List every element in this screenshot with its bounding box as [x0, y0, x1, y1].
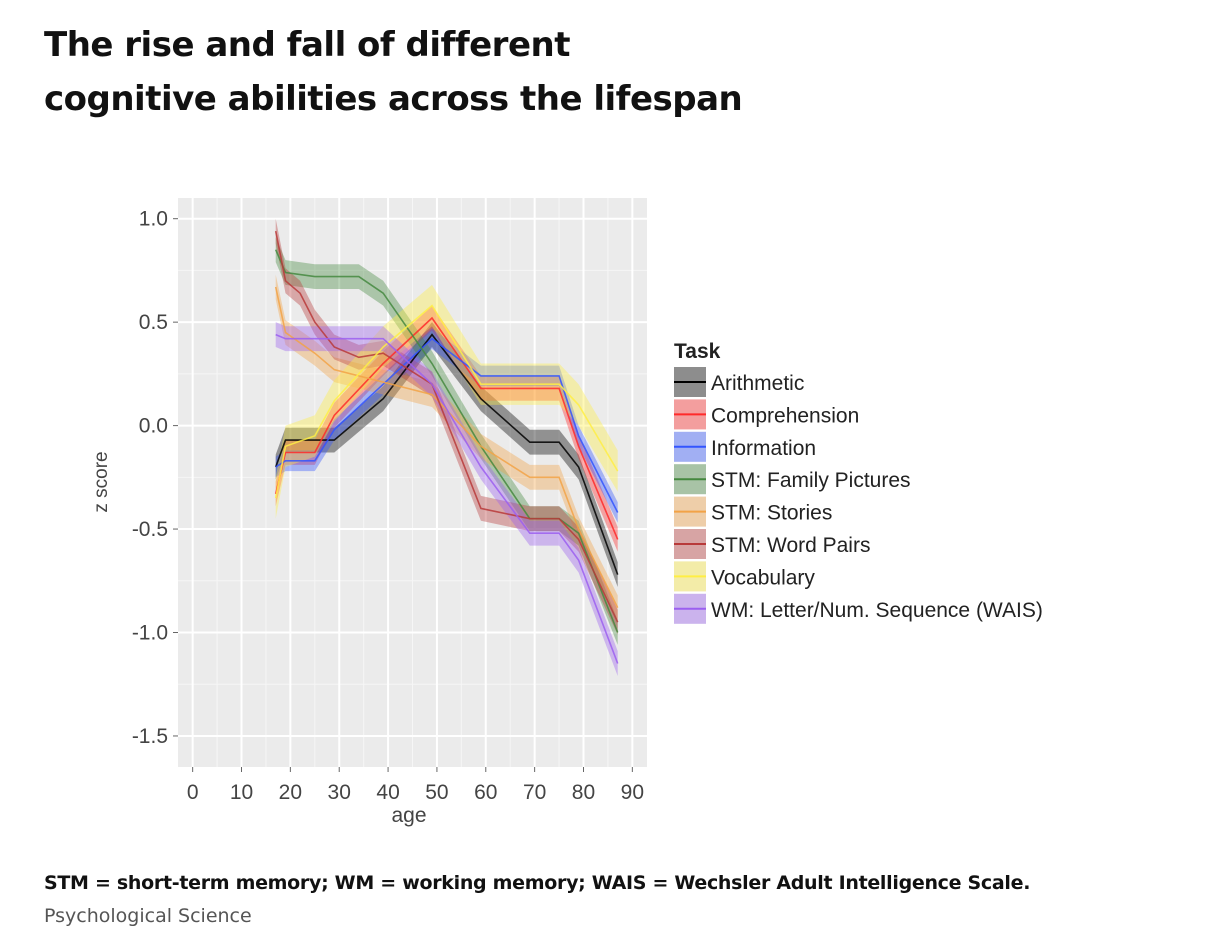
band-series-3	[275, 237, 618, 645]
line-series-4	[274, 286, 619, 609]
line-series-6	[274, 304, 619, 499]
line-series-2	[275, 337, 619, 513]
title-line-2: cognitive abilities across the lifespan	[44, 79, 743, 119]
line-chart: 1.0 0.5 0.0 -0.5 -1.0 -1.5 0 10 20 30 40 50 60 70 80 9…	[91, 198, 1043, 827]
band-series-6	[275, 284, 618, 519]
legend-label: STM: Word Pairs	[711, 534, 870, 557]
legend-item: WM: Letter/Num. Sequence (WAIS)	[674, 593, 1043, 624]
legend-label: Information	[711, 437, 816, 460]
y-tick-label: 0.0	[139, 415, 168, 438]
line-series-7	[275, 333, 619, 664]
y-tick-label: -0.5	[132, 518, 168, 541]
x-tick-label: 70	[523, 781, 546, 804]
legend-item: STM: Word Pairs	[674, 529, 870, 559]
legend-label: Comprehension	[711, 404, 859, 427]
band-series-5	[275, 218, 618, 635]
x-tick-label: 50	[425, 781, 448, 804]
line-series-1	[274, 316, 619, 540]
legend-item: Arithmetic	[674, 367, 804, 397]
title-line-1: The rise and fall of different	[44, 25, 570, 65]
legend-label: Arithmetic	[711, 372, 804, 395]
x-tick-label: 30	[328, 781, 351, 804]
confidence-bands	[275, 218, 618, 676]
y-axis: 1.0 0.5 0.0 -0.5 -1.0 -1.5	[132, 208, 178, 748]
series-lines	[274, 230, 619, 664]
band-series-0	[275, 322, 618, 587]
x-tick-label: 10	[230, 781, 253, 804]
legend-item: Vocabulary	[674, 561, 815, 592]
x-tick-label: 60	[474, 781, 497, 804]
y-tick-label: -1.5	[132, 725, 168, 748]
band-series-2	[275, 328, 618, 523]
legend-item: STM: Family Pictures	[674, 464, 911, 495]
legend-item: STM: Stories	[674, 496, 832, 527]
legend: Task Arithmetic Comprehension Information S…	[674, 340, 1043, 624]
line-series-5	[274, 230, 619, 623]
y-axis-label: z score	[91, 451, 112, 512]
grid-minor	[178, 198, 647, 767]
x-tick-label: 40	[376, 781, 399, 804]
y-tick-label: 0.5	[139, 311, 168, 334]
legend-item: Comprehension	[674, 399, 859, 430]
x-axis: 0 10 20 30 40 50 60 70 80 90	[187, 767, 644, 804]
legend-label: Vocabulary	[711, 566, 815, 589]
x-tick-label: 90	[621, 781, 644, 804]
x-axis-label: age	[391, 804, 426, 827]
page-title: The rise and fall of different cognitive…	[44, 18, 743, 126]
y-tick-label: -1.0	[132, 622, 168, 645]
x-tick-label: 0	[187, 781, 199, 804]
footnote: STM = short-term memory; WM = working me…	[44, 872, 1031, 894]
y-tick-label: 1.0	[139, 208, 168, 231]
legend-title: Task	[674, 340, 721, 363]
legend-label: STM: Stories	[711, 502, 832, 525]
source-credit: Psychological Science	[44, 905, 252, 927]
x-tick-label: 80	[572, 781, 595, 804]
legend-label: WM: Letter/Num. Sequence (WAIS)	[711, 599, 1043, 622]
grid-major	[178, 198, 647, 767]
legend-item: Information	[674, 431, 816, 462]
legend-label: STM: Family Pictures	[711, 469, 911, 492]
x-tick-label: 20	[279, 781, 302, 804]
